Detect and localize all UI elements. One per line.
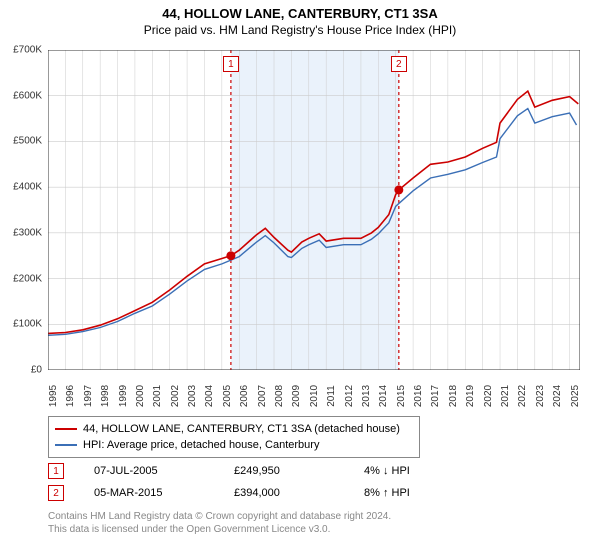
x-tick-label: 2019 bbox=[465, 385, 476, 407]
legend-swatch bbox=[55, 428, 77, 430]
x-tick-label: 2003 bbox=[187, 385, 198, 407]
x-tick-label: 1999 bbox=[118, 385, 129, 407]
chart-legend: 44, HOLLOW LANE, CANTERBURY, CT1 3SA (de… bbox=[48, 416, 420, 458]
x-tick-label: 2001 bbox=[152, 385, 163, 407]
sale-diff: 4% ↓ HPI bbox=[364, 465, 410, 477]
x-tick-label: 1997 bbox=[83, 385, 94, 407]
y-tick-label: £500K bbox=[13, 136, 42, 147]
legend-item: 44, HOLLOW LANE, CANTERBURY, CT1 3SA (de… bbox=[55, 421, 413, 437]
x-tick-label: 2011 bbox=[326, 385, 337, 407]
sales-row: 2 05-MAR-2015 £394,000 8% ↑ HPI bbox=[48, 482, 580, 504]
y-axis-ticks: £0£100K£200K£300K£400K£500K£600K£700K bbox=[0, 50, 46, 370]
x-tick-label: 2020 bbox=[483, 385, 494, 407]
x-tick-label: 2023 bbox=[535, 385, 546, 407]
y-tick-label: £300K bbox=[13, 227, 42, 238]
y-tick-label: £600K bbox=[13, 90, 42, 101]
x-tick-label: 2016 bbox=[413, 385, 424, 407]
y-tick-label: £700K bbox=[13, 45, 42, 56]
sale-diff: 8% ↑ HPI bbox=[364, 487, 410, 499]
x-tick-label: 2018 bbox=[448, 385, 459, 407]
y-tick-label: £0 bbox=[31, 365, 42, 376]
footer-line-1: Contains HM Land Registry data © Crown c… bbox=[48, 510, 580, 523]
chart-svg bbox=[48, 50, 580, 370]
x-tick-label: 2005 bbox=[222, 385, 233, 407]
chart-title-1: 44, HOLLOW LANE, CANTERBURY, CT1 3SA bbox=[0, 6, 600, 21]
x-axis-ticks: 1995 1996 1997 1998 1999 2000 2001 2002 2003 2004… bbox=[48, 372, 580, 412]
y-tick-label: £200K bbox=[13, 273, 42, 284]
x-tick-label: 2022 bbox=[517, 385, 528, 407]
x-tick-label: 2015 bbox=[396, 385, 407, 407]
sale-marker-box: 1 bbox=[223, 56, 239, 72]
footer-line-2: This data is licensed under the Open Gov… bbox=[48, 523, 580, 536]
x-tick-label: 2021 bbox=[500, 385, 511, 407]
x-tick-label: 2004 bbox=[204, 385, 215, 407]
sale-date: 05-MAR-2015 bbox=[94, 487, 204, 499]
x-tick-label: 2010 bbox=[309, 385, 320, 407]
y-tick-label: £400K bbox=[13, 182, 42, 193]
legend-swatch bbox=[55, 444, 77, 446]
x-tick-label: 2002 bbox=[170, 385, 181, 407]
x-tick-label: 2008 bbox=[274, 385, 285, 407]
x-tick-label: 2017 bbox=[430, 385, 441, 407]
chart-plot-area: 12 bbox=[48, 50, 580, 370]
x-tick-label: 2013 bbox=[361, 385, 372, 407]
sale-price: £394,000 bbox=[234, 487, 334, 499]
x-tick-label: 2006 bbox=[239, 385, 250, 407]
x-tick-label: 2007 bbox=[257, 385, 268, 407]
legend-item: HPI: Average price, detached house, Cant… bbox=[55, 437, 413, 453]
legend-label: HPI: Average price, detached house, Cant… bbox=[83, 437, 319, 453]
sale-marker-box: 2 bbox=[48, 485, 64, 501]
x-tick-label: 2000 bbox=[135, 385, 146, 407]
x-tick-label: 2009 bbox=[291, 385, 302, 407]
x-tick-label: 2024 bbox=[552, 385, 563, 407]
legend-label: 44, HOLLOW LANE, CANTERBURY, CT1 3SA (de… bbox=[83, 421, 400, 437]
chart-title-2: Price paid vs. HM Land Registry's House … bbox=[0, 23, 600, 37]
sale-marker-box: 1 bbox=[48, 463, 64, 479]
y-tick-label: £100K bbox=[13, 319, 42, 330]
x-tick-label: 1995 bbox=[48, 385, 59, 407]
sales-row: 1 07-JUL-2005 £249,950 4% ↓ HPI bbox=[48, 460, 580, 482]
x-tick-label: 2025 bbox=[570, 385, 581, 407]
chart-footer: Contains HM Land Registry data © Crown c… bbox=[48, 510, 580, 536]
x-tick-label: 1998 bbox=[100, 385, 111, 407]
sales-table: 1 07-JUL-2005 £249,950 4% ↓ HPI 2 05-MAR-2015… bbox=[48, 460, 580, 504]
x-tick-label: 1996 bbox=[65, 385, 76, 407]
sale-date: 07-JUL-2005 bbox=[94, 465, 204, 477]
x-tick-label: 2012 bbox=[344, 385, 355, 407]
sale-price: £249,950 bbox=[234, 465, 334, 477]
sale-marker-box: 2 bbox=[391, 56, 407, 72]
x-tick-label: 2014 bbox=[378, 385, 389, 407]
